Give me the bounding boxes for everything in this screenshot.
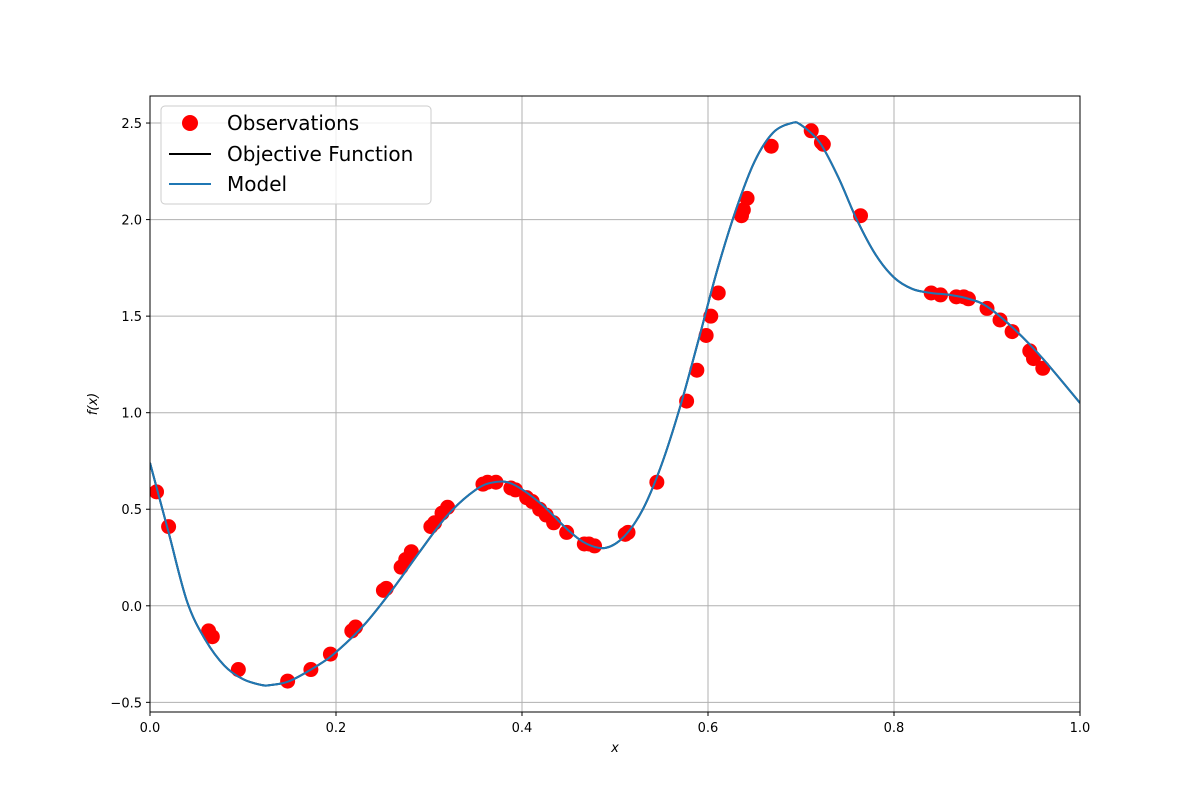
observation-point (815, 136, 831, 152)
y-tick-label: 0.0 (121, 600, 142, 615)
legend-marker-observations (182, 115, 198, 131)
observation-point (710, 285, 726, 301)
series-line-model (150, 121, 1080, 687)
grid (149, 96, 1081, 712)
observation-point (230, 662, 246, 678)
observation-point (507, 482, 523, 498)
observation-point (403, 544, 419, 560)
observation-point (440, 499, 456, 515)
observation-point (204, 629, 220, 645)
plot-area (150, 121, 1080, 689)
observation-point (763, 138, 779, 154)
observation-point (1035, 360, 1051, 376)
observation-point (698, 327, 714, 343)
y-tick-label: 0.5 (121, 503, 142, 518)
observation-point (689, 362, 705, 378)
observation-point (703, 308, 719, 324)
x-tick-label: 0.4 (512, 721, 533, 736)
legend-label-model: Model (227, 172, 287, 196)
y-tick-label: 2.0 (121, 214, 142, 229)
observation-point (739, 190, 755, 206)
y-tick-label: 1.5 (121, 310, 142, 325)
legend-label-objective: Objective Function (227, 142, 413, 166)
y-tick-label: 2.5 (121, 117, 142, 132)
observation-point (559, 524, 575, 540)
observation-point (546, 515, 562, 531)
observation-point (735, 202, 751, 218)
legend-label-observations: Observations (227, 111, 359, 135)
observation-point (803, 123, 819, 139)
observation-point (378, 580, 394, 596)
observation-point (322, 646, 338, 662)
x-tick-label: 0.6 (698, 721, 719, 736)
x-tick-label: 1.0 (1070, 721, 1091, 736)
x-tick-label: 0.0 (140, 721, 161, 736)
observation-point (161, 519, 177, 535)
x-tick-label: 0.2 (326, 721, 347, 736)
observation-point (1004, 324, 1020, 340)
x-tick-label: 0.8 (884, 721, 905, 736)
legend: Observations Objective Function Model (160, 105, 432, 205)
legend-box (160, 105, 432, 205)
axis-ticks: 0.0 0.2 0.4 0.6 0.8 1.0 −0.5 0.0 0.5 1.0 1.5 2.0 2.5 (110, 117, 1090, 736)
axes-frame (149, 95, 1081, 713)
observation-point (1026, 351, 1041, 367)
x-axis-label: x (610, 741, 619, 756)
y-tick-label: −0.5 (110, 696, 142, 711)
observation-point (992, 312, 1008, 328)
y-axis-label: f(x) (86, 393, 101, 415)
y-tick-label: 1.0 (121, 407, 142, 422)
